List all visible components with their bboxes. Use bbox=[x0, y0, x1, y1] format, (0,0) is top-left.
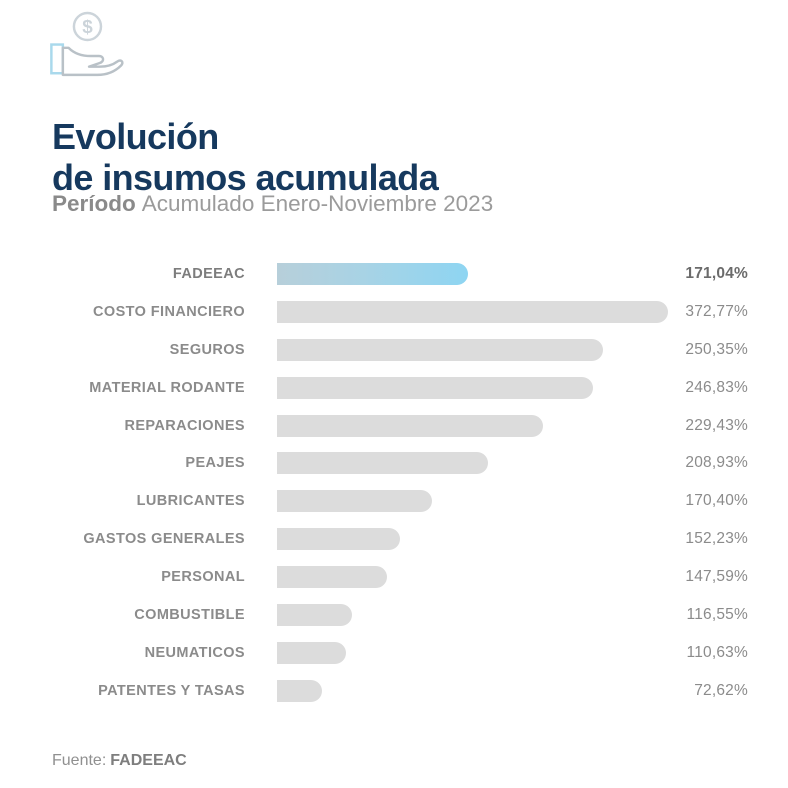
chart-row: COMBUSTIBLE 116,55% bbox=[52, 596, 748, 634]
chart-row: GASTOS GENERALES 152,23% bbox=[52, 520, 748, 558]
bar-track bbox=[277, 338, 677, 361]
bar bbox=[277, 414, 543, 437]
value-label: 147,59% bbox=[685, 568, 748, 586]
value-label: 372,77% bbox=[685, 302, 748, 320]
chart-row: FADEEAC 171,04% bbox=[52, 255, 748, 293]
bar-track bbox=[277, 603, 677, 626]
bar-track bbox=[277, 414, 677, 437]
bar-track bbox=[277, 376, 677, 399]
hand-coin-icon: $ bbox=[44, 6, 126, 88]
value-label: 250,35% bbox=[685, 340, 748, 358]
bar bbox=[277, 641, 346, 664]
chart-row: LUBRICANTES 170,40% bbox=[52, 482, 748, 520]
bar-track bbox=[277, 641, 677, 664]
chart-row: SEGUROS 250,35% bbox=[52, 331, 748, 369]
chart-row: COSTO FINANCIERO 372,77% bbox=[52, 293, 748, 331]
bar-track bbox=[277, 679, 677, 702]
value-label: 152,23% bbox=[685, 530, 748, 548]
chart-row: PERSONAL 147,59% bbox=[52, 558, 748, 596]
bar bbox=[277, 679, 322, 702]
svg-text:$: $ bbox=[82, 16, 93, 37]
source-label: Fuente: bbox=[52, 752, 107, 769]
category-label: COMBUSTIBLE bbox=[134, 606, 245, 623]
value-label: 246,83% bbox=[685, 378, 748, 396]
value-label: 72,62% bbox=[694, 681, 748, 699]
category-label: REPARACIONES bbox=[124, 417, 245, 434]
category-label: MATERIAL RODANTE bbox=[89, 379, 245, 396]
category-label: PATENTES Y TASAS bbox=[98, 682, 245, 699]
category-label: LUBRICANTES bbox=[136, 493, 245, 510]
category-label: PEAJES bbox=[185, 455, 245, 472]
chart-row: PATENTES Y TASAS 72,62% bbox=[52, 672, 748, 710]
category-label: SEGUROS bbox=[169, 341, 245, 358]
value-label: 208,93% bbox=[685, 454, 748, 472]
category-label: FADEEAC bbox=[172, 265, 245, 282]
value-label: 110,63% bbox=[686, 643, 748, 661]
period-value: Acumulado Enero-Noviembre 2023 bbox=[141, 191, 494, 216]
bar bbox=[277, 338, 603, 361]
bar-track bbox=[277, 262, 677, 285]
chart-row: NEUMATICOS 110,63% bbox=[52, 634, 748, 672]
bar bbox=[277, 300, 668, 323]
value-label: 229,43% bbox=[685, 416, 748, 434]
bar bbox=[277, 603, 352, 626]
source-note: Fuente: FADEEAC bbox=[52, 752, 187, 770]
value-label: 171,04% bbox=[685, 264, 748, 282]
bar bbox=[277, 528, 400, 551]
chart-row: MATERIAL RODANTE 246,83% bbox=[52, 369, 748, 407]
bar bbox=[277, 452, 488, 475]
title-line-1: Evolución bbox=[52, 116, 219, 158]
value-label: 170,40% bbox=[685, 492, 748, 510]
bar-track bbox=[277, 566, 677, 589]
category-label: PERSONAL bbox=[161, 569, 245, 586]
page-title: Evolución de insumos acumulada bbox=[52, 116, 439, 199]
bar-chart: FADEEAC 171,04% COSTO FINANCIERO 372,77% SEG… bbox=[52, 255, 748, 710]
bar bbox=[277, 262, 468, 285]
category-label: COSTO FINANCIERO bbox=[93, 303, 245, 320]
source-value: FADEEAC bbox=[110, 752, 187, 769]
period-subtitle: Período Acumulado Enero-Noviembre 2023 bbox=[52, 191, 493, 217]
bar bbox=[277, 376, 593, 399]
period-label: Período bbox=[52, 191, 136, 216]
category-label: GASTOS GENERALES bbox=[83, 531, 245, 548]
bar-track bbox=[277, 490, 677, 513]
value-label: 116,55% bbox=[686, 605, 748, 623]
title-line-2: de insumos acumulada bbox=[52, 157, 439, 199]
chart-row: PEAJES 208,93% bbox=[52, 444, 748, 482]
bar-track bbox=[277, 300, 677, 323]
bar bbox=[277, 490, 432, 513]
bar-track bbox=[277, 528, 677, 551]
category-label: NEUMATICOS bbox=[144, 644, 245, 661]
chart-row: REPARACIONES 229,43% bbox=[52, 407, 748, 445]
bar-track bbox=[277, 452, 677, 475]
bar bbox=[277, 566, 387, 589]
